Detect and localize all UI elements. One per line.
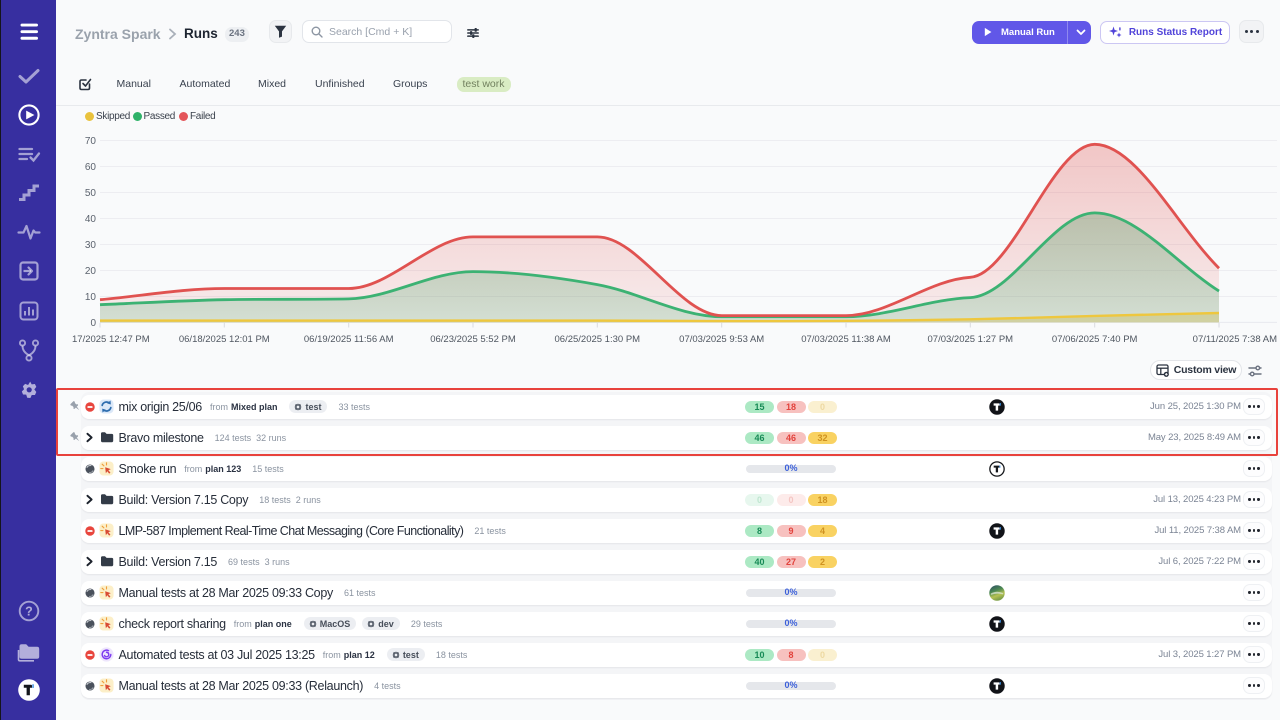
svg-text:50: 50 [85,188,97,199]
svg-text:07/06/2025 7:40 PM: 07/06/2025 7:40 PM [1052,334,1138,345]
svg-text:0: 0 [90,318,96,329]
svg-text:?: ? [25,605,33,619]
svg-text:20: 20 [85,266,97,277]
svg-text:30: 30 [85,240,97,251]
svg-text:06/19/2025 11:56 AM: 06/19/2025 11:56 AM [304,334,394,345]
svg-text:06/18/2025 12:01 PM: 06/18/2025 12:01 PM [179,334,270,345]
svg-text:60: 60 [85,162,97,173]
svg-text:06/25/2025 1:30 PM: 06/25/2025 1:30 PM [555,334,641,345]
svg-text:10: 10 [85,292,97,303]
svg-text:07/03/2025 1:27 PM: 07/03/2025 1:27 PM [928,334,1014,345]
svg-text:07/03/2025 11:38 AM: 07/03/2025 11:38 AM [801,334,891,345]
svg-text:40: 40 [85,214,97,225]
svg-text:07/11/2025 7:38 AM: 07/11/2025 7:38 AM [1193,334,1277,345]
svg-text:17/2025 12:47 PM: 17/2025 12:47 PM [72,334,150,345]
svg-text:70: 70 [85,136,97,147]
svg-text:06/23/2025 5:52 PM: 06/23/2025 5:52 PM [430,334,516,345]
svg-text:07/03/2025 9:53 AM: 07/03/2025 9:53 AM [679,334,764,345]
